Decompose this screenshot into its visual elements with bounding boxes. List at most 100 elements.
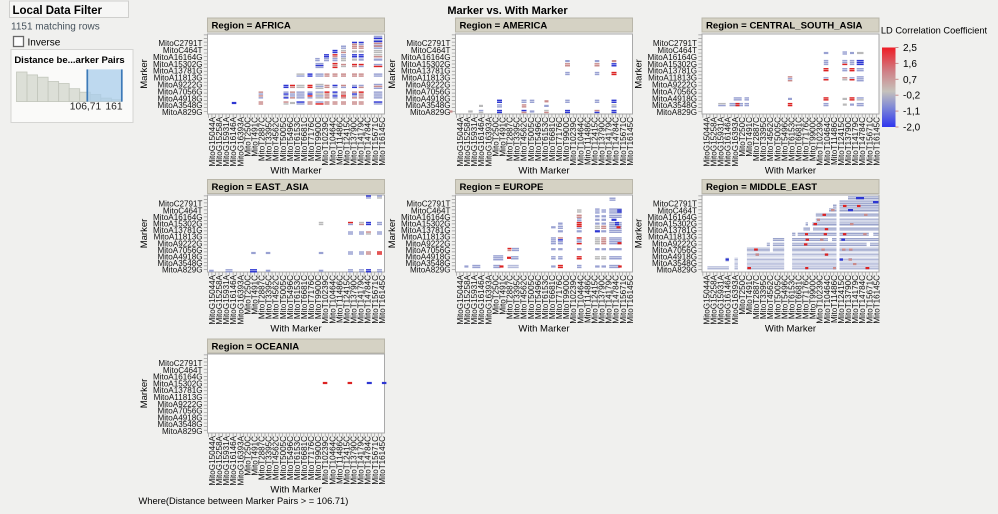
svg-text:MitoA9222G: MitoA9222G xyxy=(652,81,697,90)
svg-text:Marker: Marker xyxy=(139,379,150,409)
svg-text:Region = AFRICA: Region = AFRICA xyxy=(212,21,291,32)
svg-text:MitoA3548G: MitoA3548G xyxy=(652,259,697,268)
svg-text:MitoA13781G: MitoA13781G xyxy=(648,67,698,76)
svg-text:MitoA3548G: MitoA3548G xyxy=(406,259,451,268)
svg-text:Region = EAST_ASIA: Region = EAST_ASIA xyxy=(212,182,309,193)
svg-text:MitoA4918G: MitoA4918G xyxy=(158,253,203,262)
svg-text:MitoA3548G: MitoA3548G xyxy=(158,101,203,110)
svg-text:MitoA13781G: MitoA13781G xyxy=(153,67,203,76)
svg-text:MitoC464T: MitoC464T xyxy=(163,46,203,55)
svg-text:MitoA15302G: MitoA15302G xyxy=(153,60,203,69)
svg-text:Region = AMERICA: Region = AMERICA xyxy=(460,21,548,32)
svg-text:Marker: Marker xyxy=(634,59,645,89)
svg-text:MitoA15302G: MitoA15302G xyxy=(648,60,698,69)
svg-text:MitoA15302G: MitoA15302G xyxy=(153,220,203,229)
svg-text:MitoA13781G: MitoA13781G xyxy=(401,67,451,76)
svg-text:MitoA4918G: MitoA4918G xyxy=(158,413,203,422)
svg-text:MitoC2791T: MitoC2791T xyxy=(406,200,450,209)
svg-text:MitoA3548G: MitoA3548G xyxy=(406,101,451,110)
svg-text:MitoC464T: MitoC464T xyxy=(163,366,203,375)
svg-text:MitoA4918G: MitoA4918G xyxy=(652,253,697,262)
svg-text:MitoC2791T: MitoC2791T xyxy=(406,39,450,48)
svg-text:MitoA829G: MitoA829G xyxy=(657,108,698,117)
svg-text:Marker vs. With Marker: Marker vs. With Marker xyxy=(447,5,568,17)
svg-text:Marker: Marker xyxy=(634,219,645,249)
svg-text:MitoA15302G: MitoA15302G xyxy=(648,220,698,229)
svg-text:MitoA4918G: MitoA4918G xyxy=(158,94,203,103)
svg-text:1,6: 1,6 xyxy=(903,59,917,70)
svg-text:MitoA9222G: MitoA9222G xyxy=(406,81,451,90)
svg-text:MitoA9222G: MitoA9222G xyxy=(158,400,203,409)
svg-text:MitoA829G: MitoA829G xyxy=(410,108,451,117)
svg-text:MitoA16164G: MitoA16164G xyxy=(153,373,203,382)
svg-text:Where(Distance between Marker: Where(Distance between Marker Pairs > = … xyxy=(139,496,349,506)
svg-text:Marker: Marker xyxy=(387,219,398,249)
svg-text:MitoC464T: MitoC464T xyxy=(657,46,697,55)
svg-text:MitoA11813G: MitoA11813G xyxy=(154,393,203,402)
svg-text:MitoA3548G: MitoA3548G xyxy=(158,259,203,268)
svg-text:Region = CENTRAL_SOUTH_ASIA: Region = CENTRAL_SOUTH_ASIA xyxy=(706,21,863,32)
svg-text:MitoA4918G: MitoA4918G xyxy=(652,94,697,103)
svg-text:MitoA11813G: MitoA11813G xyxy=(402,74,451,83)
svg-text:MitoA4918G: MitoA4918G xyxy=(406,94,451,103)
svg-text:MitoC2791T: MitoC2791T xyxy=(653,200,697,209)
svg-text:Distance be...arker Pairs: Distance be...arker Pairs xyxy=(14,55,124,66)
svg-text:Marker: Marker xyxy=(139,59,150,89)
svg-text:MitoC464T: MitoC464T xyxy=(411,46,451,55)
svg-text:MitoA7056G: MitoA7056G xyxy=(406,87,451,96)
svg-text:MitoC2791T: MitoC2791T xyxy=(158,200,202,209)
svg-text:MitoA11813G: MitoA11813G xyxy=(402,233,451,242)
svg-text:Marker: Marker xyxy=(387,59,398,89)
svg-text:MitoA4918G: MitoA4918G xyxy=(406,253,451,262)
svg-text:MitoA16164G: MitoA16164G xyxy=(153,213,203,222)
svg-text:LD Correlation Coefficient: LD Correlation Coefficient xyxy=(881,25,988,35)
svg-text:1151 matching rows: 1151 matching rows xyxy=(11,22,100,33)
svg-text:161: 161 xyxy=(105,102,122,113)
svg-text:MitoA7056G: MitoA7056G xyxy=(406,246,451,255)
svg-text:MitoA16164G: MitoA16164G xyxy=(401,213,451,222)
svg-text:MitoA9222G: MitoA9222G xyxy=(406,239,451,248)
svg-text:MitoC2791T: MitoC2791T xyxy=(158,39,202,48)
svg-text:MitoA13781G: MitoA13781G xyxy=(648,226,698,235)
svg-text:With Marker: With Marker xyxy=(270,324,321,335)
svg-text:MitoA829G: MitoA829G xyxy=(162,427,203,436)
svg-text:MitoA9222G: MitoA9222G xyxy=(158,81,203,90)
svg-text:2,5: 2,5 xyxy=(903,43,917,54)
svg-text:MitoA829G: MitoA829G xyxy=(657,266,698,275)
svg-text:With Marker: With Marker xyxy=(765,324,816,335)
svg-text:MitoA13781G: MitoA13781G xyxy=(401,226,451,235)
svg-text:With Marker: With Marker xyxy=(518,166,569,177)
svg-text:MitoA7056G: MitoA7056G xyxy=(158,87,203,96)
svg-text:MitoA7056G: MitoA7056G xyxy=(652,246,697,255)
svg-text:-2,0: -2,0 xyxy=(903,123,921,134)
svg-text:Inverse: Inverse xyxy=(28,37,61,48)
svg-text:MitoA9222G: MitoA9222G xyxy=(652,239,697,248)
svg-text:MitoA3548G: MitoA3548G xyxy=(652,101,697,110)
svg-text:MitoA9222G: MitoA9222G xyxy=(158,239,203,248)
svg-text:MitoA15302G: MitoA15302G xyxy=(153,379,203,388)
svg-text:MitoA16164G: MitoA16164G xyxy=(648,213,698,222)
svg-text:MitoA16164G: MitoA16164G xyxy=(401,53,451,62)
svg-text:With Marker: With Marker xyxy=(518,324,569,335)
svg-text:MitoC2791T: MitoC2791T xyxy=(653,39,697,48)
svg-text:MitoC464T: MitoC464T xyxy=(657,206,697,215)
svg-text:MitoA16164G: MitoA16164G xyxy=(153,53,203,62)
svg-text:MitoA829G: MitoA829G xyxy=(162,266,203,275)
svg-text:MitoC464T: MitoC464T xyxy=(163,206,203,215)
svg-text:With Marker: With Marker xyxy=(270,485,321,496)
svg-text:Marker: Marker xyxy=(139,219,150,249)
svg-text:MitoA829G: MitoA829G xyxy=(162,108,203,117)
svg-text:MitoA7056G: MitoA7056G xyxy=(158,246,203,255)
svg-text:MitoA13781G: MitoA13781G xyxy=(153,226,203,235)
svg-text:MitoC464T: MitoC464T xyxy=(411,206,451,215)
svg-text:MitoC2791T: MitoC2791T xyxy=(158,359,202,368)
svg-text:MitoA3548G: MitoA3548G xyxy=(158,420,203,429)
svg-text:MitoA11813G: MitoA11813G xyxy=(154,74,203,83)
svg-text:-0,2: -0,2 xyxy=(903,91,921,102)
svg-text:106,71: 106,71 xyxy=(70,102,102,113)
svg-text:MitoA13781G: MitoA13781G xyxy=(153,386,203,395)
svg-text:MitoA7056G: MitoA7056G xyxy=(158,407,203,416)
svg-text:MitoA7056G: MitoA7056G xyxy=(652,87,697,96)
svg-text:Region = MIDDLE_EAST: Region = MIDDLE_EAST xyxy=(706,182,817,193)
svg-text:Local Data Filter: Local Data Filter xyxy=(13,5,103,17)
